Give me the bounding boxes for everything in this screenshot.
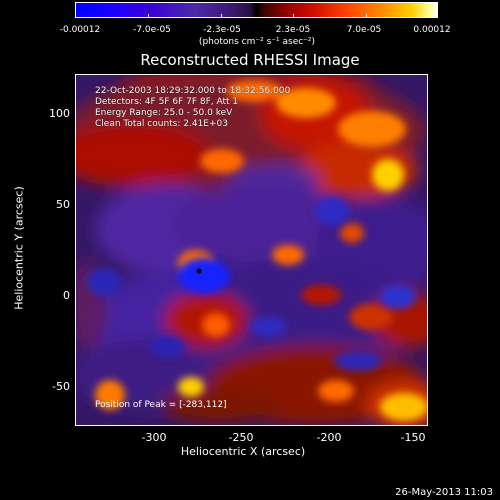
y-tick-label-3: 0 (63, 289, 70, 302)
x-tick-label-3: -200 (316, 431, 342, 444)
x-tick-label-4: -150 (400, 431, 426, 444)
colorbar-label-1: -0.00012 (59, 25, 101, 35)
colorbar-label-6: 0.00012 (413, 25, 451, 35)
colorbar-units: (photons cm⁻² s⁻¹ asec⁻²) (198, 37, 316, 47)
y-tick-label-1: 100 (49, 107, 70, 120)
colorbar-label-3: -2.3e-05 (203, 25, 241, 35)
x-tick-label-1: -300 (141, 431, 167, 444)
y-tick-label-2: 50 (56, 198, 70, 211)
y-axis-label: Heliocentric Y (arcsec) (12, 186, 26, 310)
image-cool-regions (87, 197, 416, 371)
x-tick-label-2: -250 (228, 431, 254, 444)
peak-marker (196, 268, 202, 274)
peak-position-text: Position of Peak = [-283,112] (95, 400, 227, 410)
colorbar-tick-2 (148, 14, 149, 18)
colorbar-tick-4 (293, 14, 294, 18)
time-range-text: 22-Oct-2003 18:29:32.000 to 18:32:56.000 (95, 86, 291, 96)
image-highlights (95, 80, 427, 421)
plot-title: Reconstructed RHESSI Image (140, 51, 360, 69)
method-counts-text: Clean Total counts: 2.41E+03 (95, 119, 228, 129)
generation-timestamp: 26-May-2013 11:03 (395, 487, 493, 498)
colorbar (75, 2, 438, 18)
detectors-text: Detectors: 4F 5F 6F 7F 8F, Att 1 (95, 97, 239, 107)
reconstructed-image (76, 75, 427, 425)
x-axis-label: Heliocentric X (arcsec) (180, 445, 306, 458)
colorbar-tick-3 (221, 14, 222, 18)
colorbar-tick-1 (75, 14, 76, 18)
image-metadata: 22-Oct-2003 18:29:32.000 to 18:32:56.000… (95, 86, 290, 130)
colorbar-tick-5 (366, 14, 367, 18)
energy-range-text: Energy Range: 25.0 - 50.0 keV (95, 108, 233, 118)
image-panel: 22-Oct-2003 18:29:32.000 to 18:32:56.000… (75, 74, 428, 426)
colorbar-label-4: 2.3e-05 (275, 25, 311, 35)
colorbar-label-2: -7.0e-05 (133, 25, 171, 35)
colorbar-label-5: 7.0e-05 (346, 25, 382, 35)
colorbar-tick-6 (437, 14, 438, 18)
y-tick-label-4: -50 (52, 380, 70, 393)
